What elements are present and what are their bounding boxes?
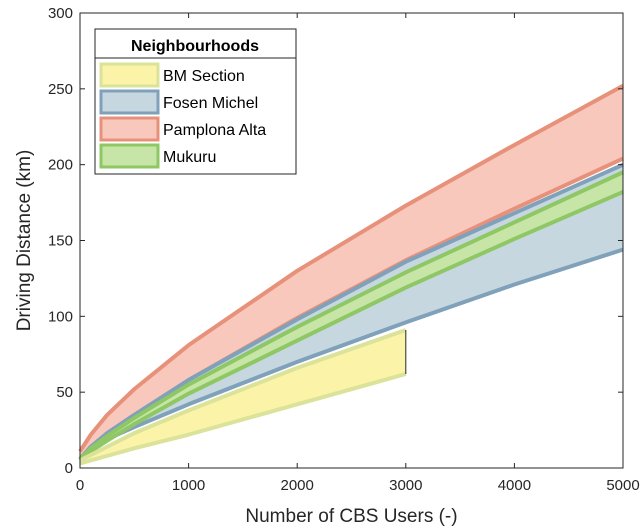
mukuru-upper-line	[78, 170, 624, 461]
x-tick-label: 4000	[498, 477, 531, 494]
legend-label-fosen-michel: Fosen Michel	[163, 95, 258, 112]
series-areas	[78, 84, 624, 466]
legend-label-pamplona-alta: Pamplona Alta	[163, 122, 266, 139]
y-tick-label: 0	[65, 460, 73, 477]
x-tick-label: 3000	[389, 477, 422, 494]
mukuru-lower-line	[78, 190, 624, 462]
y-tick-label: 100	[48, 308, 73, 325]
legend-label-bm-section: BM Section	[163, 68, 245, 85]
y-axis: 0 50 100 150 200 250 300	[48, 5, 623, 477]
legend-swatch-mukuru	[99, 143, 160, 169]
y-tick-label: 250	[48, 81, 73, 98]
legend-items: BM Section Fosen Michel Pamplona Alta Mukur…	[99, 62, 266, 169]
x-axis-label: Number of CBS Users (-)	[245, 506, 457, 527]
pamplona-alta-upper-line	[78, 84, 624, 453]
legend-swatch-fosen-michel	[99, 89, 160, 115]
bm-section-band	[80, 329, 406, 464]
y-tick-label: 150	[48, 233, 73, 250]
bm-section-upper-line	[79, 328, 407, 463]
y-tick-label: 200	[48, 157, 73, 174]
x-tick-label: 5000	[606, 477, 639, 494]
legend-title: Neighbourhoods	[131, 38, 259, 55]
x-axis: 0 1000 2000 3000 4000 5000	[76, 13, 640, 494]
legend: Neighbourhoods BM Section Fosen Michel Pam…	[94, 28, 297, 175]
y-tick-label: 50	[56, 384, 73, 401]
x-tick-label: 0	[76, 477, 84, 494]
y-axis-label: Driving Distance (km)	[14, 150, 35, 332]
legend-swatch-bm-section	[99, 62, 160, 88]
x-tick-label: 2000	[281, 477, 314, 494]
legend-label-mukuru: Mukuru	[163, 149, 216, 166]
legend-swatch-pamplona-alta	[99, 116, 160, 142]
y-tick-label: 300	[48, 5, 73, 22]
bm-section-lower-line	[79, 372, 407, 466]
pamplona-alta-band	[80, 85, 623, 459]
mukuru-band	[80, 172, 623, 461]
x-tick-label: 1000	[172, 477, 205, 494]
